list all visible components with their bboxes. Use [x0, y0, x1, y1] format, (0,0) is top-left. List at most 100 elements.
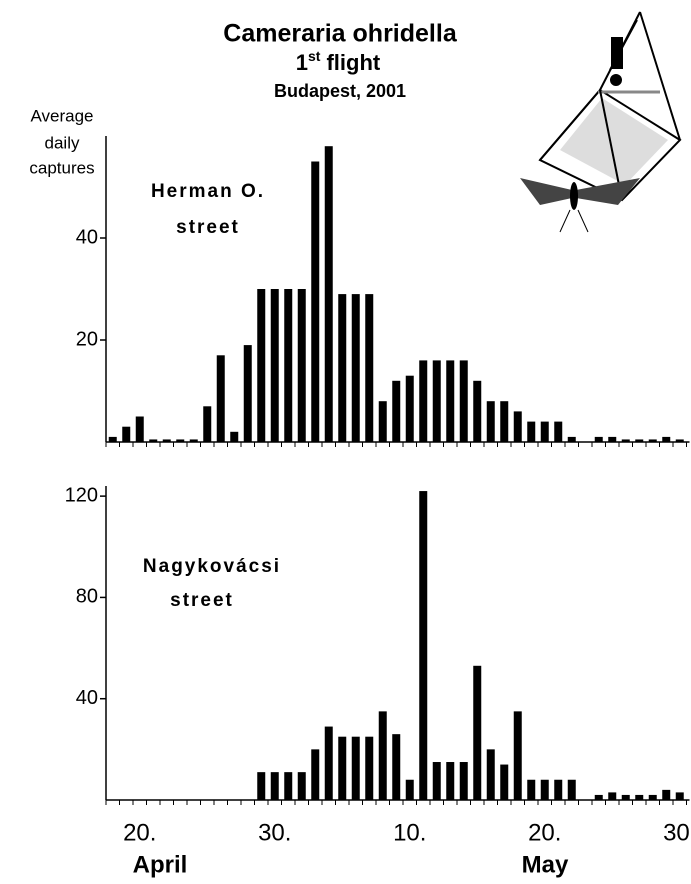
y-tick-label: 40	[76, 687, 98, 709]
bar	[136, 417, 144, 443]
bar	[122, 427, 130, 442]
panel-label: Nagykovácsi	[143, 556, 281, 577]
bar	[500, 401, 508, 442]
bar	[257, 772, 265, 800]
bar	[649, 795, 657, 800]
bar	[433, 360, 441, 442]
y-tick-label: 120	[65, 484, 98, 506]
bar	[473, 381, 481, 442]
bar	[595, 437, 603, 442]
bar	[568, 437, 576, 442]
bar	[298, 289, 306, 442]
bar	[365, 294, 373, 442]
bar	[365, 737, 373, 800]
bar	[554, 422, 562, 442]
bar	[392, 734, 400, 800]
bar	[487, 401, 495, 442]
bar	[554, 780, 562, 800]
bar	[460, 360, 468, 442]
bar	[271, 772, 279, 800]
bar	[635, 439, 643, 442]
bar	[284, 772, 292, 800]
bar	[244, 345, 252, 442]
bar	[257, 289, 265, 442]
bar	[311, 749, 319, 800]
bar	[649, 439, 657, 442]
month-label: May	[522, 851, 569, 878]
bar	[446, 762, 454, 800]
bar	[487, 749, 495, 800]
x-tick-label: 20.	[528, 819, 561, 846]
chart-subtitle: 1st flight	[296, 48, 381, 75]
subtitle-part: 1	[296, 50, 308, 75]
bar	[352, 737, 360, 800]
bar	[608, 792, 616, 800]
y-tick-label: 40	[76, 226, 98, 248]
bar	[514, 411, 522, 442]
bar	[419, 360, 427, 442]
bar	[541, 422, 549, 442]
bar	[406, 780, 414, 800]
subtitle-sup: st	[308, 48, 321, 64]
bar	[568, 780, 576, 800]
bar	[473, 666, 481, 800]
chart: Cameraria ohridella 1st flight Budapest, …	[0, 0, 691, 884]
bar	[527, 422, 535, 442]
y-axis-label: daily	[45, 133, 80, 152]
bar	[230, 432, 238, 442]
y-tick-label: 20	[76, 328, 98, 350]
bar	[298, 772, 306, 800]
bar	[338, 294, 346, 442]
bar	[379, 711, 387, 800]
bar	[176, 439, 184, 442]
bar	[662, 790, 670, 800]
bar	[635, 795, 643, 800]
x-tick-label: 30.	[258, 819, 291, 846]
trap-illustration	[540, 12, 680, 200]
bar	[149, 439, 157, 442]
x-tick-label: 30.	[663, 819, 691, 846]
bar	[190, 439, 198, 442]
bar	[109, 437, 117, 442]
bar	[311, 162, 319, 443]
bar	[325, 727, 333, 800]
y-tick-label: 80	[76, 586, 98, 608]
bar	[419, 491, 427, 800]
y-axis-label: Average	[30, 106, 93, 125]
bar	[392, 381, 400, 442]
bar	[676, 792, 684, 800]
y-axis-label: captures	[29, 158, 94, 177]
panel-label: street	[176, 217, 240, 238]
panel-label: street	[170, 590, 234, 611]
bar	[500, 765, 508, 800]
bar	[352, 294, 360, 442]
bar	[460, 762, 468, 800]
bar	[284, 289, 292, 442]
bar	[622, 439, 630, 442]
bar	[662, 437, 670, 442]
bar	[203, 406, 211, 442]
subtitle-part: flight	[326, 50, 380, 75]
bar	[446, 360, 454, 442]
bar	[514, 711, 522, 800]
bar	[608, 437, 616, 442]
x-tick-label: 10.	[393, 819, 426, 846]
bar	[676, 439, 684, 442]
bar	[325, 146, 333, 442]
bar	[271, 289, 279, 442]
month-label: April	[133, 851, 188, 878]
panel-label: Herman O.	[151, 181, 265, 202]
chart-title: Cameraria ohridella	[223, 20, 458, 48]
bar	[527, 780, 535, 800]
bar	[433, 762, 441, 800]
chart-caption: Budapest, 2001	[274, 81, 406, 101]
bar	[338, 737, 346, 800]
bar	[217, 355, 225, 442]
bar	[379, 401, 387, 442]
bar	[406, 376, 414, 442]
bar	[595, 795, 603, 800]
bar	[622, 795, 630, 800]
x-tick-label: 20.	[123, 819, 156, 846]
moth-illustration	[520, 178, 640, 232]
bar	[541, 780, 549, 800]
